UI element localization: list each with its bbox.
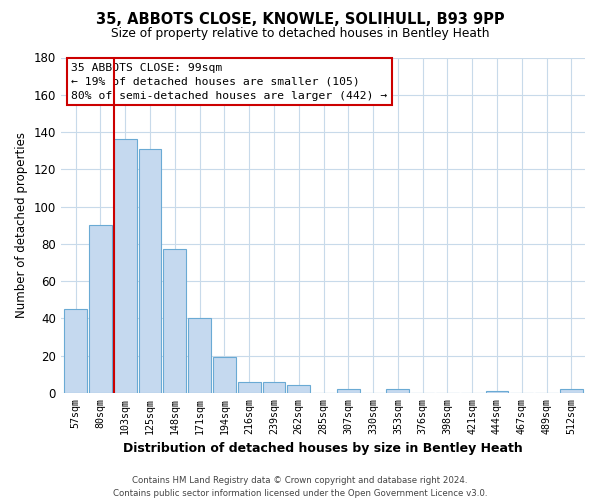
Y-axis label: Number of detached properties: Number of detached properties	[15, 132, 28, 318]
Bar	[64, 309, 87, 393]
Bar	[263, 382, 286, 393]
Bar	[188, 318, 211, 393]
Text: Contains HM Land Registry data © Crown copyright and database right 2024.
Contai: Contains HM Land Registry data © Crown c…	[113, 476, 487, 498]
Bar	[114, 140, 137, 393]
Bar	[89, 225, 112, 393]
X-axis label: Distribution of detached houses by size in Bentley Heath: Distribution of detached houses by size …	[123, 442, 523, 455]
Text: 35, ABBOTS CLOSE, KNOWLE, SOLIHULL, B93 9PP: 35, ABBOTS CLOSE, KNOWLE, SOLIHULL, B93 …	[95, 12, 505, 28]
Bar	[337, 389, 360, 393]
Bar	[238, 382, 260, 393]
Text: Size of property relative to detached houses in Bentley Heath: Size of property relative to detached ho…	[111, 28, 489, 40]
Bar	[560, 389, 583, 393]
Bar	[139, 149, 161, 393]
Bar	[163, 250, 186, 393]
Bar	[386, 389, 409, 393]
Bar	[287, 386, 310, 393]
Bar	[213, 358, 236, 393]
Text: 35 ABBOTS CLOSE: 99sqm
← 19% of detached houses are smaller (105)
80% of semi-de: 35 ABBOTS CLOSE: 99sqm ← 19% of detached…	[71, 62, 388, 100]
Bar	[485, 391, 508, 393]
